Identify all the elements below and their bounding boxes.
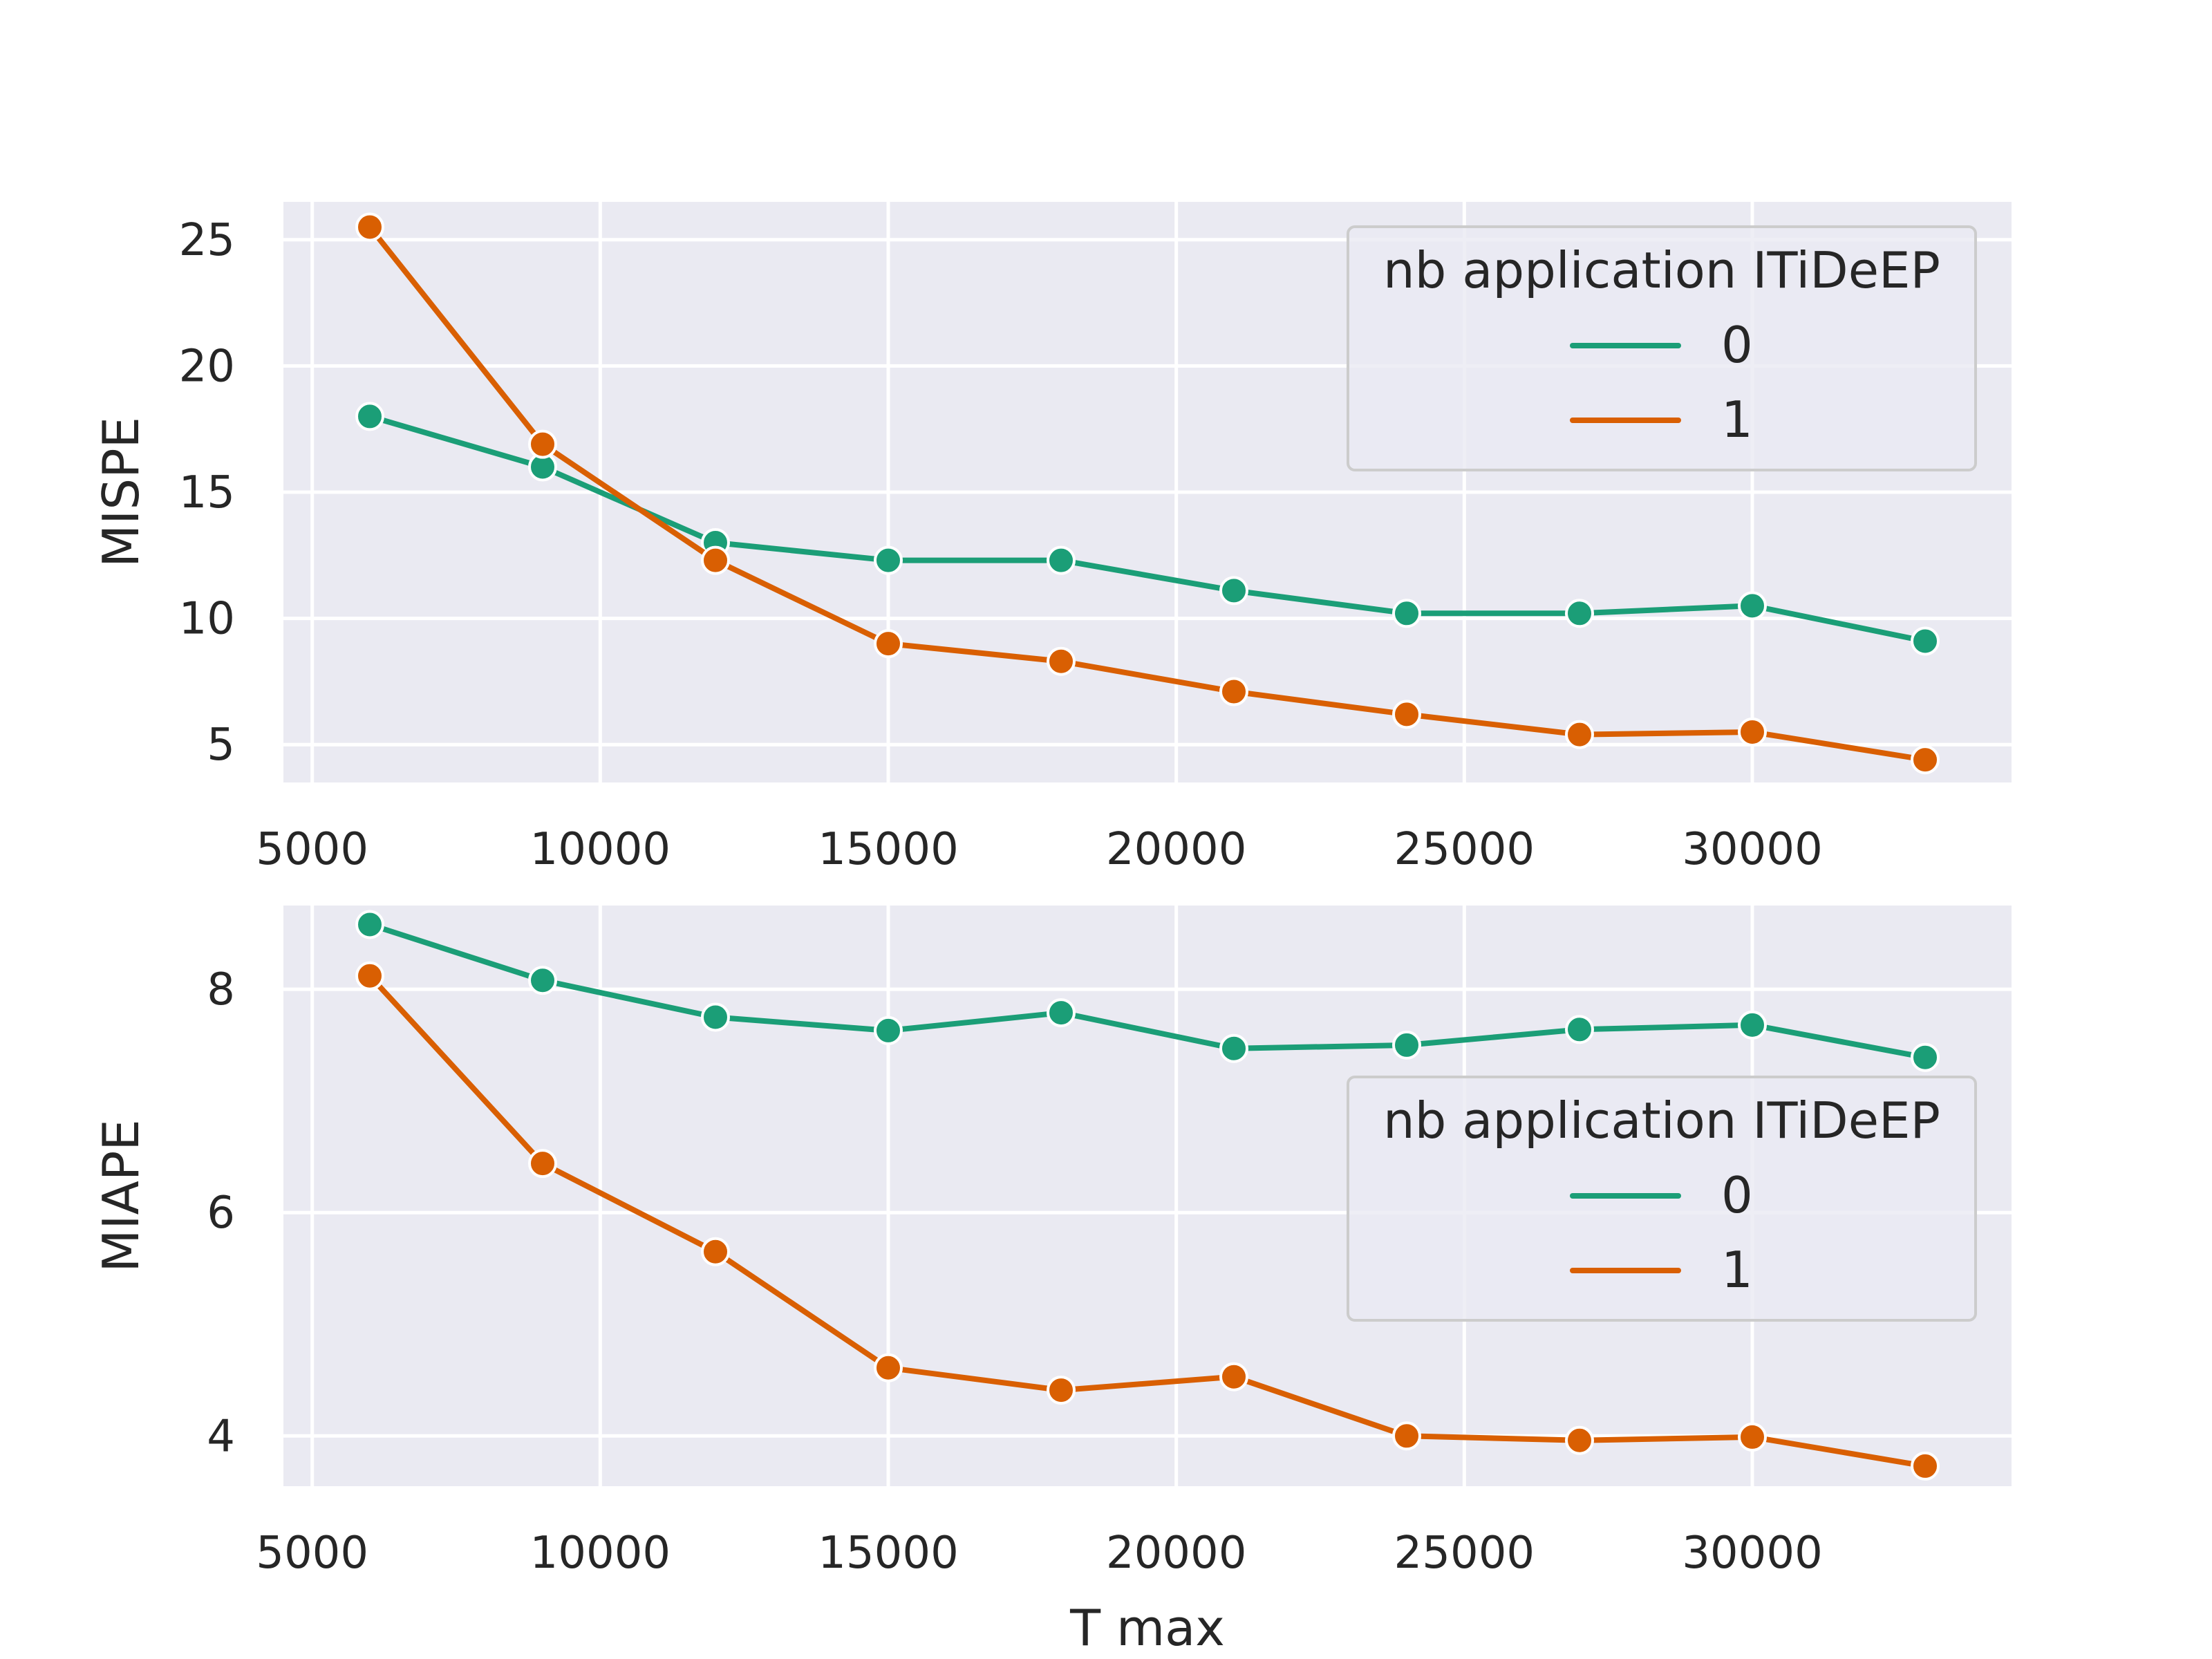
- x-tick-label: 15000: [818, 1528, 959, 1579]
- x-tick-label: 25000: [1394, 824, 1535, 875]
- data-point-series-1: [1565, 720, 1594, 749]
- x-tick-label: 10000: [530, 824, 671, 875]
- x-tick-label: 5000: [256, 824, 368, 875]
- data-point-series-0: [1392, 599, 1421, 628]
- x-tick-label: 30000: [1682, 1528, 1823, 1579]
- data-point-series-0: [1047, 545, 1076, 575]
- x-tick-label: 25000: [1394, 1528, 1535, 1579]
- data-point-series-1: [1392, 700, 1421, 729]
- y-axis-label: MIAPE: [92, 1119, 150, 1273]
- data-point-series-0: [1911, 626, 1940, 656]
- y-tick-label: 6: [207, 1188, 235, 1239]
- data-point-series-1: [528, 1149, 557, 1179]
- data-point-series-1: [1219, 677, 1248, 706]
- data-point-series-0: [1392, 1030, 1421, 1060]
- data-point-series-1: [528, 429, 557, 459]
- data-point-series-1: [1738, 1422, 1767, 1452]
- x-tick-label: 20000: [1106, 1528, 1247, 1579]
- x-tick-label: 30000: [1682, 824, 1823, 875]
- y-tick-label: 10: [179, 594, 235, 645]
- y-tick-label: 4: [207, 1411, 235, 1462]
- data-point-series-1: [701, 545, 730, 575]
- legend-entry-1: 1: [1721, 391, 1753, 449]
- data-point-series-1: [1738, 717, 1767, 747]
- data-point-series-0: [1565, 1015, 1594, 1044]
- series-line-1: [367, 973, 1928, 1469]
- data-point-series-1: [874, 1353, 903, 1382]
- data-point-series-0: [1911, 1042, 1940, 1072]
- data-point-series-1: [1565, 1425, 1594, 1455]
- x-axis-label: T max: [1069, 1599, 1225, 1657]
- y-axis-label: MISPE: [92, 417, 150, 568]
- data-point-series-0: [701, 1002, 730, 1032]
- series-line-0: [367, 921, 1928, 1060]
- data-point-series-0: [874, 545, 903, 575]
- data-point-series-0: [1738, 591, 1767, 621]
- data-point-series-0: [355, 910, 384, 939]
- legend-entry-0: 0: [1721, 1166, 1753, 1224]
- data-point-series-0: [1219, 1033, 1248, 1063]
- y-tick-label: 5: [207, 720, 235, 771]
- data-point-series-1: [1911, 745, 1940, 775]
- x-tick-label: 20000: [1106, 824, 1247, 875]
- miape-chart: 5000 10000 15000 20000 25000 30000 4 6 8 MIAPE T m…: [92, 906, 2012, 1657]
- data-point-series-1: [1219, 1362, 1248, 1391]
- legend-entry-1: 1: [1721, 1241, 1753, 1299]
- data-point-series-0: [1738, 1010, 1767, 1040]
- data-point-series-0: [1047, 998, 1076, 1028]
- data-point-series-0: [874, 1015, 903, 1045]
- data-point-series-1: [355, 212, 384, 242]
- mispe-chart: 5000 10000 15000 20000 25000 30000510152025MI…: [92, 202, 2012, 875]
- data-point-series-1: [1392, 1421, 1421, 1451]
- series-line-1: [367, 224, 1928, 763]
- y-tick-label: 25: [179, 215, 235, 266]
- data-point-series-1: [355, 961, 384, 991]
- data-point-series-1: [1047, 646, 1076, 676]
- legend-title: nb application ITiDeEP: [1383, 241, 1940, 299]
- data-point-series-1: [1047, 1376, 1076, 1405]
- data-point-series-0: [528, 966, 557, 995]
- legend-title: nb application ITiDeEP: [1383, 1091, 1940, 1150]
- data-point-series-0: [1219, 576, 1248, 606]
- data-point-series-1: [874, 629, 903, 659]
- data-point-series-1: [1911, 1451, 1940, 1481]
- x-tick-label: 15000: [818, 824, 959, 875]
- data-point-series-0: [355, 402, 384, 431]
- y-tick-label: 15: [179, 467, 235, 518]
- y-tick-label: 8: [207, 964, 235, 1015]
- data-point-series-0: [1565, 599, 1594, 628]
- data-point-series-1: [701, 1237, 730, 1266]
- x-tick-label: 10000: [530, 1528, 671, 1579]
- x-tick-label: 5000: [256, 1528, 368, 1579]
- legend-entry-0: 0: [1721, 316, 1753, 374]
- y-tick-label: 20: [179, 341, 235, 392]
